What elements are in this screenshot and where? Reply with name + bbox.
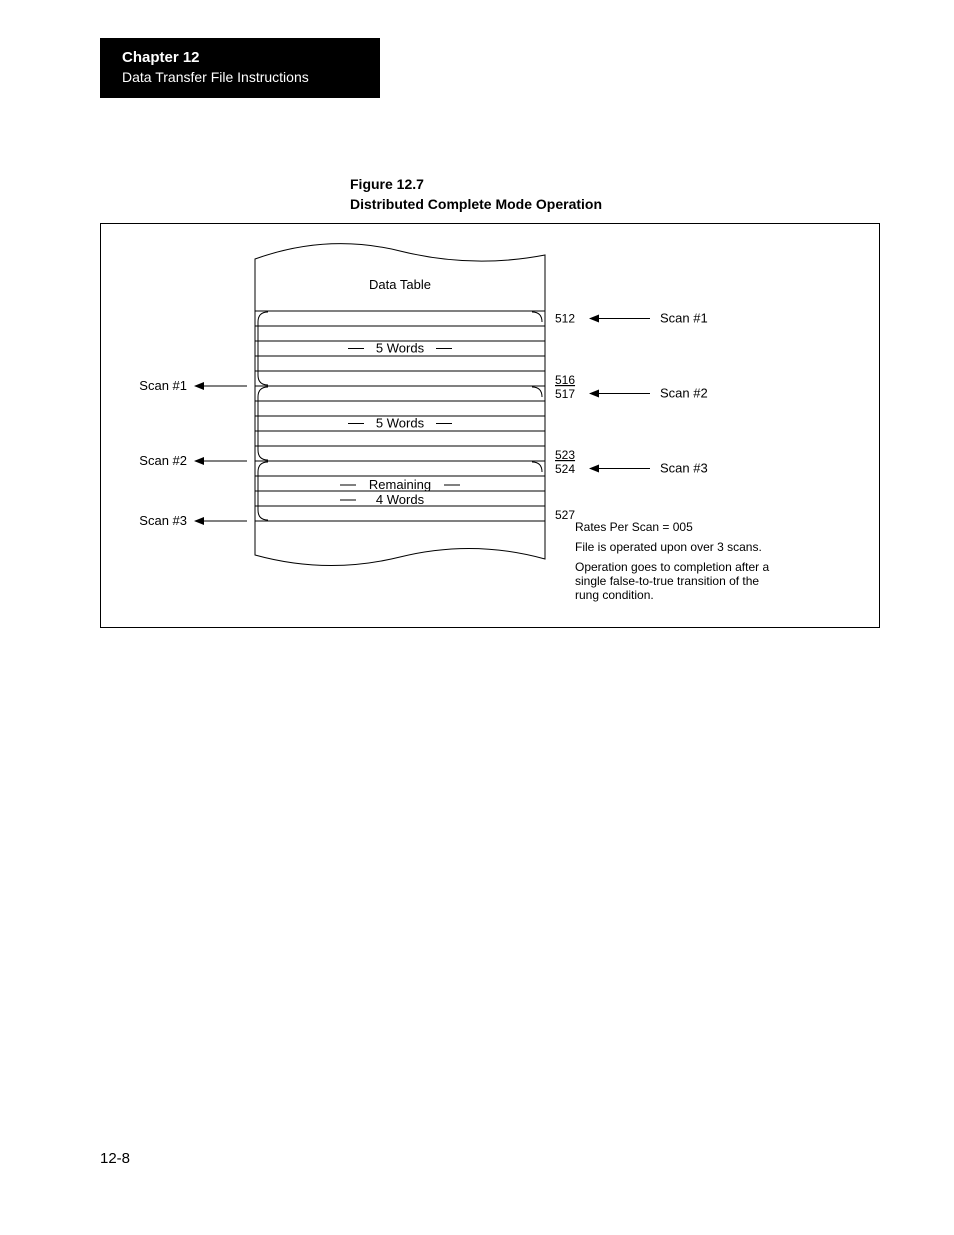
addr-last: 527 xyxy=(555,508,575,522)
figure-caption: Distributed Complete Mode Operation xyxy=(350,195,602,215)
addr-label-bottom: 524 xyxy=(555,462,575,476)
page-number: 12-8 xyxy=(100,1150,130,1167)
note-line: rung condition. xyxy=(575,588,654,602)
block-corner xyxy=(532,387,542,397)
note-line: File is operated upon over 3 scans. xyxy=(575,540,762,554)
chapter-header: Chapter 12 Data Transfer File Instructio… xyxy=(100,38,380,98)
block-label: 5 Words xyxy=(376,341,425,356)
chapter-number: Chapter 12 xyxy=(122,48,360,68)
left-scan-label: Scan #1 xyxy=(139,378,187,393)
addr-label: 512 xyxy=(555,312,575,326)
torn-bottom xyxy=(255,521,545,566)
right-scan-label: Scan #2 xyxy=(660,386,708,401)
block-bracket xyxy=(258,387,268,460)
left-scan-label: Scan #2 xyxy=(139,453,187,468)
figure-title-block: Figure 12.7 Distributed Complete Mode Op… xyxy=(350,175,602,214)
figure-number: Figure 12.7 xyxy=(350,175,602,195)
page: Chapter 12 Data Transfer File Instructio… xyxy=(0,0,954,1235)
block-bracket xyxy=(258,312,268,385)
block-corner xyxy=(532,462,542,472)
data-table-label: Data Table xyxy=(369,277,431,292)
block-label-top: Remaining xyxy=(369,477,431,492)
note-line: Operation goes to completion after a xyxy=(575,560,769,574)
block-corner xyxy=(532,312,542,322)
addr-label-top: 516 xyxy=(555,373,575,387)
addr-label-top: 523 xyxy=(555,448,575,462)
block-label-bottom: 4 Words xyxy=(376,492,425,507)
note-line: Rates Per Scan = 005 xyxy=(575,520,693,534)
chapter-subtitle: Data Transfer File Instructions xyxy=(122,68,360,86)
right-scan-label: Scan #3 xyxy=(660,461,708,476)
diagram-svg: 5 Words 5 Words Remaining4 Words Data Table… xyxy=(100,223,880,628)
note-line: single false-to-true transition of the xyxy=(575,574,759,588)
left-scan-label: Scan #3 xyxy=(139,513,187,528)
addr-label-bottom: 517 xyxy=(555,387,575,401)
block-label: 5 Words xyxy=(376,416,425,431)
right-scan-label: Scan #1 xyxy=(660,311,708,326)
